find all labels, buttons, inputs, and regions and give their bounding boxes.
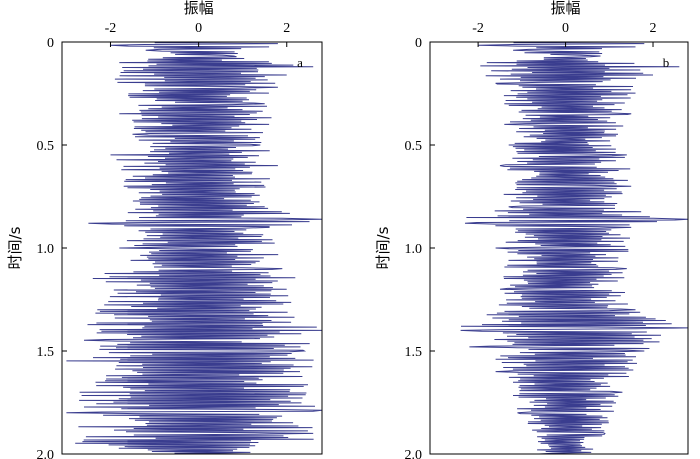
x-tick-label: 0 bbox=[562, 21, 569, 36]
x-tick-label: 2 bbox=[283, 21, 290, 36]
y-tick-label: 2.0 bbox=[405, 448, 423, 459]
trace-line bbox=[66, 42, 322, 454]
y-tick-label: 0 bbox=[47, 36, 54, 51]
panel-label: a bbox=[297, 55, 303, 70]
trace-line bbox=[460, 42, 688, 454]
x-tick-label: -2 bbox=[105, 21, 117, 36]
x-tick-label: -2 bbox=[472, 21, 484, 36]
x-tick-label: 0 bbox=[195, 21, 202, 36]
x-axis-title: 振幅 bbox=[184, 0, 214, 17]
y-tick-label: 1.0 bbox=[405, 242, 423, 257]
y-tick-label: 0.5 bbox=[37, 139, 55, 154]
x-tick-label: 2 bbox=[650, 21, 657, 36]
y-tick-label: 1.0 bbox=[37, 242, 55, 257]
y-tick-label: 0.5 bbox=[405, 139, 423, 154]
y-axis-title: 时间/s bbox=[374, 226, 392, 269]
panel-label: b bbox=[663, 55, 670, 70]
x-axis-title: 振幅 bbox=[551, 0, 581, 17]
y-tick-label: 2.0 bbox=[37, 448, 55, 459]
y-tick-label: 1.5 bbox=[405, 345, 423, 360]
y-tick-label: 1.5 bbox=[37, 345, 55, 360]
y-axis-title: 时间/s bbox=[6, 226, 24, 269]
y-tick-label: 0 bbox=[415, 36, 422, 51]
